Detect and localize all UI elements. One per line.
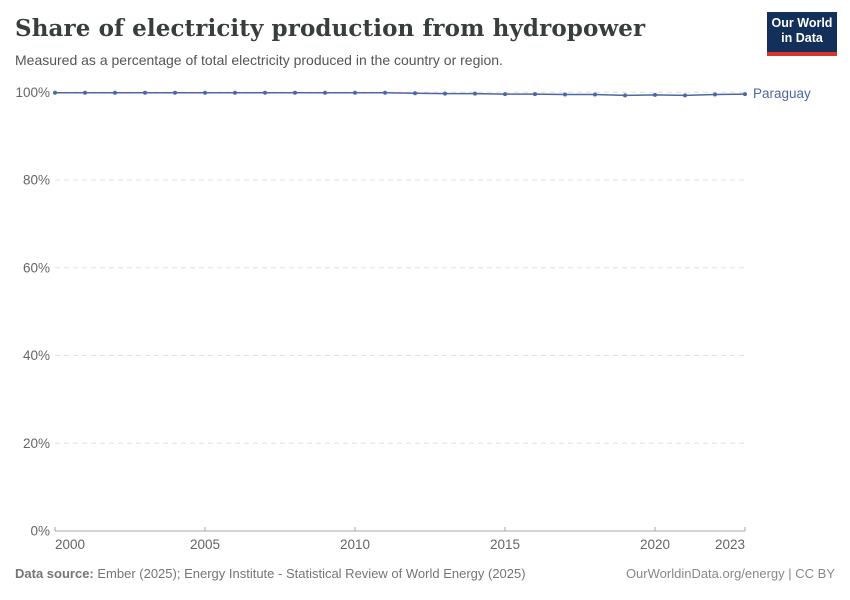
data-point-paraguay-2018 [593, 92, 597, 97]
chart-footer: Data source: Ember (2025); Energy Instit… [15, 566, 835, 581]
data-point-paraguay-2003 [143, 90, 147, 95]
data-point-paraguay-2009 [323, 90, 327, 95]
data-source-value: Ember (2025); Energy Institute - Statist… [93, 566, 526, 581]
owid-logo-line2: in Data [781, 31, 823, 45]
y-tick-label-20: 20% [23, 436, 50, 451]
y-tick-label-60: 60% [23, 260, 50, 275]
data-point-paraguay-2006 [233, 90, 237, 95]
data-point-paraguay-2023 [743, 92, 747, 97]
data-point-paraguay-2015 [503, 92, 507, 97]
x-tick-label-2005: 2005 [190, 537, 220, 552]
data-point-paraguay-2016 [533, 92, 537, 97]
page-title: Share of electricity production from hyd… [15, 15, 646, 42]
data-point-paraguay-2021 [683, 93, 687, 98]
owid-logo[interactable]: Our World in Data [767, 12, 837, 56]
data-point-paraguay-2017 [563, 92, 567, 97]
data-point-paraguay-2010 [353, 90, 357, 95]
data-point-paraguay-2013 [443, 91, 447, 96]
series-label-paraguay: Paraguay [753, 86, 811, 101]
x-tick-label-2015: 2015 [490, 537, 520, 552]
chart-subtitle: Measured as a percentage of total electr… [15, 52, 503, 68]
x-tick-label-2000: 2000 [55, 537, 85, 552]
data-point-paraguay-2012 [413, 91, 417, 96]
data-line-paraguay [55, 91, 746, 97]
data-point-paraguay-2011 [383, 90, 387, 95]
data-point-paraguay-2002 [113, 90, 117, 95]
x-tick-label-2020: 2020 [640, 537, 670, 552]
data-point-paraguay-2019 [623, 93, 627, 98]
x-tick-label-2010: 2010 [340, 537, 370, 552]
data-point-paraguay-2020 [653, 92, 657, 97]
data-point-paraguay-2004 [173, 90, 177, 95]
data-point-paraguay-2000 [53, 90, 57, 95]
y-tick-label-40: 40% [23, 348, 50, 363]
owid-logo-line1: Our World [771, 16, 833, 30]
data-point-paraguay-2014 [473, 91, 477, 96]
x-tick-label-2023: 2023 [715, 537, 745, 552]
data-source-text: Data source: Ember (2025); Energy Instit… [15, 566, 526, 581]
data-source-label: Data source: [15, 566, 94, 581]
y-tick-label-100: 100% [15, 85, 50, 100]
data-point-paraguay-2001 [83, 90, 87, 95]
data-point-paraguay-2007 [263, 90, 267, 95]
y-tick-label-0: 0% [30, 524, 50, 539]
data-point-paraguay-2022 [713, 92, 717, 97]
y-tick-label-80: 80% [23, 173, 50, 188]
data-point-paraguay-2008 [293, 90, 297, 95]
license-link[interactable]: OurWorldinData.org/energy | CC BY [625, 566, 835, 581]
data-point-paraguay-2005 [203, 90, 207, 95]
